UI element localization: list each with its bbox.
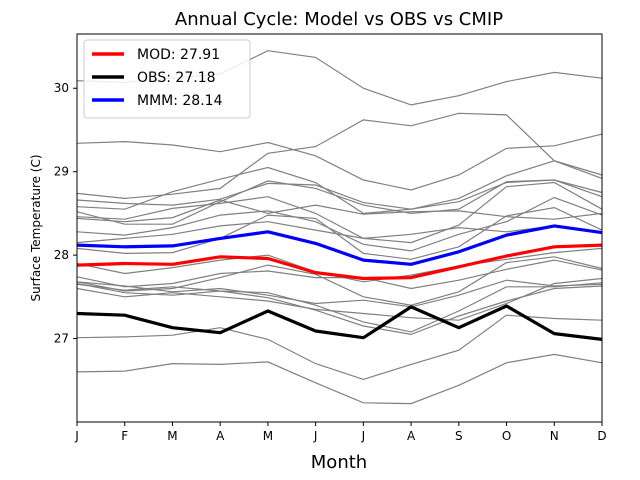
- cmip-member-line-15: [76, 279, 603, 308]
- x-axis-label: Month: [311, 452, 367, 473]
- x-tick-label: O: [502, 429, 511, 443]
- cmip-member-line-7: [76, 199, 603, 223]
- cmip-member-line-20: [76, 353, 603, 405]
- cmip-member-line-16: [76, 282, 603, 333]
- x-tick-label: J: [74, 429, 79, 443]
- cmip-member-line-8: [76, 181, 603, 244]
- cmip-member-line-10: [76, 221, 603, 244]
- cmip-member-line-5: [76, 166, 603, 215]
- x-tick-label: F: [121, 429, 128, 443]
- cmip-member-line-6: [76, 179, 603, 225]
- cmip-member-line-11: [76, 206, 603, 260]
- series-line-mmm: [76, 224, 603, 266]
- legend-label-mmm: MMM: 28.14: [137, 93, 223, 109]
- plot-frame: [76, 33, 603, 423]
- cmip-member-lines: [76, 50, 603, 405]
- chart-title: Annual Cycle: Model vs OBS vs CMIP: [175, 9, 503, 30]
- y-tick-label: 28: [54, 248, 69, 262]
- cmip-member-line-14: [76, 256, 603, 306]
- x-tick-label: D: [597, 429, 606, 443]
- x-tick-label: N: [550, 429, 559, 443]
- y-tick-label: 27: [54, 332, 69, 346]
- cmip-member-line-9: [76, 196, 603, 252]
- cmip-member-line-17: [76, 282, 603, 336]
- highlight-series-lines: [76, 224, 603, 341]
- y-tick-label: 29: [54, 165, 69, 179]
- x-tick-label: A: [216, 429, 225, 443]
- x-tick-label: S: [455, 429, 463, 443]
- series-line-mod: [76, 243, 603, 281]
- y-axis: 27 28 29 30: [54, 81, 77, 346]
- cmip-member-line-4: [76, 160, 603, 210]
- x-tick-label: A: [407, 429, 416, 443]
- x-tick-label: J: [313, 429, 318, 443]
- y-axis-label: Surface Temperature (C): [29, 154, 43, 301]
- x-tick-label: M: [167, 429, 177, 443]
- legend-label-mod: MOD: 27.91: [137, 47, 220, 63]
- legend: MOD: 27.91 OBS: 27.18 MMM: 28.14: [83, 39, 251, 119]
- cmip-member-line-19: [76, 314, 603, 381]
- series-line-obs: [76, 304, 603, 341]
- cmip-member-line-2: [76, 133, 603, 191]
- x-tick-label: J: [361, 429, 366, 443]
- x-tick-label: M: [263, 429, 273, 443]
- legend-label-obs: OBS: 27.18: [137, 70, 216, 86]
- cmip-member-line-18: [76, 277, 603, 321]
- y-tick-label: 30: [54, 81, 69, 95]
- cmip-member-line-13: [76, 259, 603, 290]
- legend-box: [83, 39, 251, 119]
